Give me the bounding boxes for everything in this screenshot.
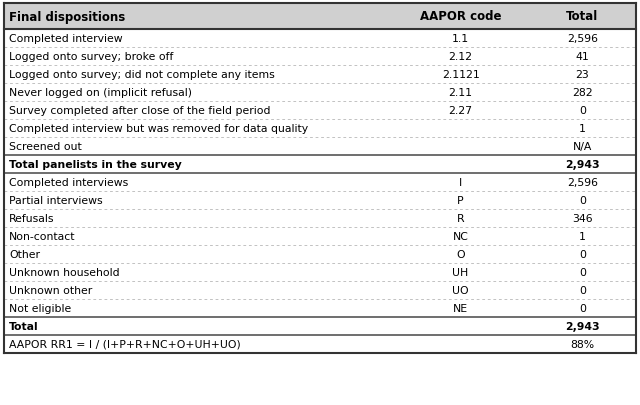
Bar [4,335,636,353]
Text: Screened out: Screened out [9,142,82,151]
Text: Total panelists in the survey: Total panelists in the survey [9,160,182,170]
Text: O: O [456,249,465,259]
Text: Survey completed after close of the field period: Survey completed after close of the fiel… [9,106,271,116]
Text: 0: 0 [579,196,586,205]
Text: N/A: N/A [573,142,592,151]
Text: NE: NE [453,303,468,313]
Bar [4,317,636,335]
Text: Completed interviews: Completed interviews [9,177,128,188]
Text: 1: 1 [579,231,586,241]
Text: Final dispositions: Final dispositions [9,11,125,23]
Bar [4,263,636,281]
Text: 1: 1 [579,124,586,134]
Text: 2,596: 2,596 [567,177,598,188]
Text: 41: 41 [575,52,589,62]
Text: Non-contact: Non-contact [9,231,76,241]
Text: 0: 0 [579,303,586,313]
Text: I: I [459,177,462,188]
Text: Logged onto survey; did not complete any items: Logged onto survey; did not complete any… [9,70,275,80]
Text: Unknown other: Unknown other [9,285,92,295]
Bar [4,30,636,48]
Text: AAPOR RR1 = I / (I+P+R+NC+O+UH+UO): AAPOR RR1 = I / (I+P+R+NC+O+UH+UO) [9,339,241,349]
Text: NC: NC [452,231,468,241]
Bar [4,228,636,245]
Text: Partial interviews: Partial interviews [9,196,102,205]
Text: 2.1121: 2.1121 [442,70,479,80]
Text: Unknown household: Unknown household [9,267,120,277]
Text: UH: UH [452,267,468,277]
Text: 2,596: 2,596 [567,34,598,44]
Text: 2,943: 2,943 [565,321,600,331]
Text: Logged onto survey; broke off: Logged onto survey; broke off [9,52,173,62]
Text: AAPOR code: AAPOR code [420,11,501,23]
Text: P: P [458,196,464,205]
Text: Total: Total [566,11,598,23]
Text: Completed interview: Completed interview [9,34,123,44]
Bar [4,138,636,156]
Text: 346: 346 [572,213,593,224]
Bar [4,209,636,228]
Text: Refusals: Refusals [9,213,54,224]
Text: 0: 0 [579,267,586,277]
Text: 2.11: 2.11 [449,88,472,98]
Bar [4,102,636,120]
Text: UO: UO [452,285,469,295]
Text: Other: Other [9,249,40,259]
Text: 1.1: 1.1 [452,34,469,44]
Bar [4,174,636,192]
Bar [4,120,636,138]
Bar [4,245,636,263]
Text: 282: 282 [572,88,593,98]
Bar [4,84,636,102]
Bar [4,299,636,317]
Text: Never logged on (implicit refusal): Never logged on (implicit refusal) [9,88,192,98]
Text: Completed interview but was removed for data quality: Completed interview but was removed for … [9,124,308,134]
Text: 2.27: 2.27 [449,106,472,116]
Bar [4,66,636,84]
Text: 88%: 88% [570,339,595,349]
Bar [4,4,636,30]
Text: 0: 0 [579,249,586,259]
Text: Total: Total [9,321,38,331]
Text: R: R [457,213,465,224]
Text: Not eligible: Not eligible [9,303,71,313]
Text: 23: 23 [575,70,589,80]
Text: 0: 0 [579,106,586,116]
Text: 2.12: 2.12 [449,52,472,62]
Bar [4,192,636,209]
Bar [4,156,636,174]
Bar [4,281,636,299]
Text: 0: 0 [579,285,586,295]
Text: 2,943: 2,943 [565,160,600,170]
Bar [4,48,636,66]
